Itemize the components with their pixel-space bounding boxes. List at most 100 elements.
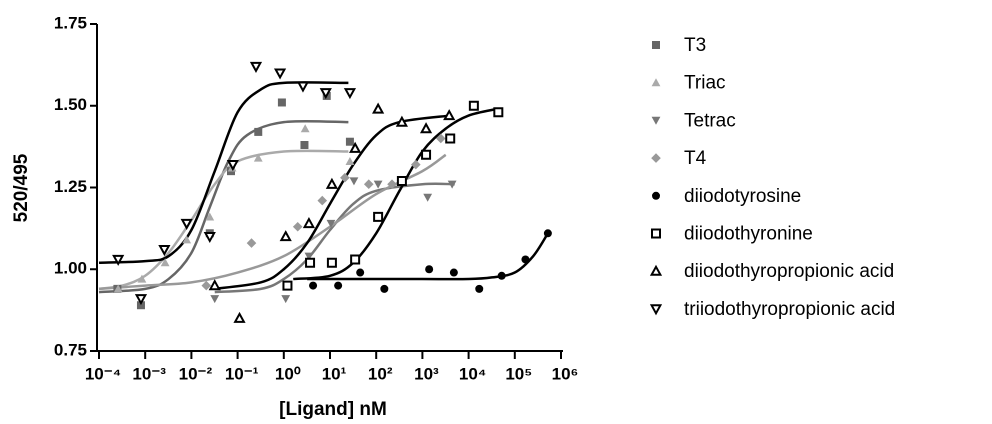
y-tick-label: 1.50 [54, 95, 87, 114]
data-point [180, 218, 193, 230]
y-tick-label: 1.25 [54, 177, 87, 196]
legend-label: T4 [684, 148, 707, 169]
x-tick-label: 10⁵ [505, 364, 532, 383]
data-point [201, 280, 212, 291]
data-point [340, 172, 350, 183]
x-tick-label: 10⁶ [552, 364, 579, 383]
data-point [343, 88, 357, 100]
data-point [475, 284, 484, 293]
data-point [246, 238, 257, 248]
data-point [305, 257, 316, 268]
data-point [112, 254, 125, 266]
fit-curve [98, 81, 349, 264]
data-point [334, 281, 343, 290]
data-point [304, 252, 314, 261]
data-point [136, 301, 145, 310]
data-point [411, 159, 421, 170]
fit-curve [98, 149, 349, 291]
data-point [203, 231, 216, 244]
data-point [254, 127, 263, 136]
data-point [423, 193, 433, 202]
data-point [363, 179, 374, 190]
data-point [345, 156, 355, 165]
data-point [497, 271, 506, 280]
legend-label: T3 [684, 35, 706, 56]
data-point [253, 153, 263, 162]
data-point [279, 230, 292, 242]
data-point [137, 274, 147, 283]
data-point [182, 235, 192, 244]
data-point [300, 124, 310, 133]
data-point [493, 107, 504, 118]
data-point [449, 268, 458, 277]
data-point [160, 258, 170, 267]
legend-label: diiodothyronine [684, 224, 813, 245]
legend-marker [649, 304, 663, 316]
data-point [435, 133, 446, 144]
data-point [419, 122, 433, 134]
legend-marker [651, 116, 661, 125]
data-point [325, 177, 339, 189]
data-point [326, 257, 337, 268]
data-point [372, 102, 385, 114]
y-tick-label: 1.00 [54, 259, 87, 278]
y-axis-title: 520/495 [11, 153, 32, 222]
data-point [302, 216, 316, 229]
data-point [319, 88, 332, 100]
data-point [296, 81, 310, 93]
data-point [277, 98, 286, 107]
data-point [373, 211, 384, 222]
x-tick-label: 10⁰ [275, 364, 301, 383]
data-point [387, 179, 397, 190]
data-point [158, 245, 171, 257]
data-point [349, 141, 362, 153]
data-point [326, 219, 336, 228]
legend-marker [651, 228, 661, 239]
data-point [208, 279, 221, 291]
legend-marker [649, 264, 663, 276]
data-point [205, 212, 215, 221]
data-point [349, 177, 359, 186]
data-point [210, 295, 220, 304]
x-tick-label: 10⁻⁴ [85, 364, 121, 383]
fit-curve [98, 153, 447, 291]
data-point [292, 221, 303, 232]
data-point [249, 61, 263, 73]
legend-label: diiodotyrosine [684, 186, 801, 207]
x-tick-label: 10⁻³ [132, 364, 166, 383]
data-point [226, 160, 239, 172]
data-point [113, 284, 123, 293]
x-tick-label: 10³ [414, 364, 439, 383]
data-point [447, 180, 457, 189]
legend-marker [652, 41, 660, 49]
legend-marker [652, 191, 660, 200]
legend-marker [651, 78, 661, 87]
legend-label: Triac [684, 73, 726, 94]
data-point [421, 149, 432, 160]
x-tick-label: 10¹ [322, 364, 347, 383]
x-tick-label: 10⁴ [459, 364, 486, 383]
data-point [281, 295, 291, 304]
data-point [345, 137, 354, 146]
fit-curve [214, 182, 455, 294]
y-tick-label: 1.75 [54, 13, 87, 32]
data-point [282, 280, 293, 291]
fit-curve [214, 114, 451, 291]
fit-curve [98, 119, 349, 294]
x-axis-title: [Ligand] nM [279, 399, 387, 420]
data-point [380, 284, 389, 293]
data-point [273, 68, 287, 80]
y-tick-label: 0.75 [54, 340, 87, 359]
data-point [373, 180, 383, 189]
data-point [443, 109, 456, 121]
legend-marker [651, 153, 661, 163]
x-tick-label: 10² [368, 364, 393, 383]
data-point [425, 265, 434, 274]
data-point [134, 294, 148, 306]
data-point [317, 195, 328, 206]
data-point [233, 311, 246, 323]
legend-label: Tetrac [684, 110, 736, 131]
fit-curve [293, 107, 497, 281]
data-point [445, 133, 456, 144]
data-point [396, 175, 407, 186]
